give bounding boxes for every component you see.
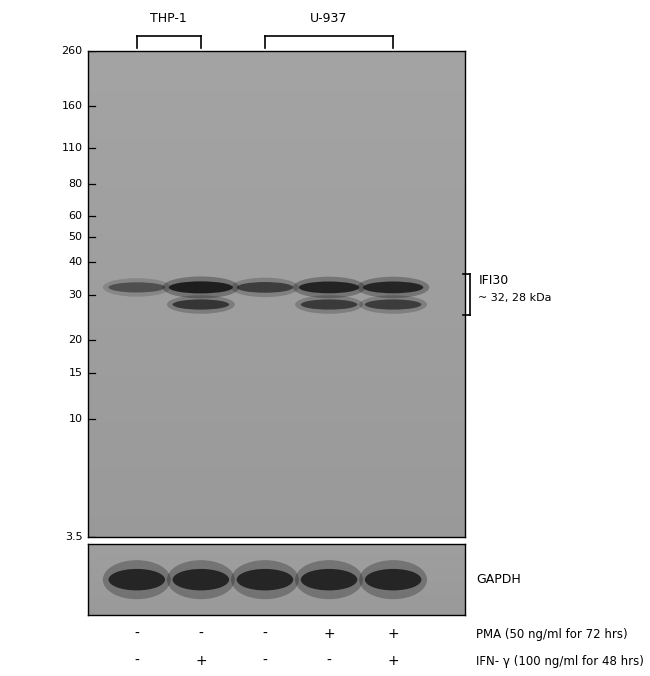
Text: -: - [326, 654, 332, 668]
Text: IFN- γ (100 ng/ml for 48 hrs): IFN- γ (100 ng/ml for 48 hrs) [476, 654, 644, 668]
Ellipse shape [172, 569, 229, 590]
Text: IFI30: IFI30 [478, 274, 509, 287]
Text: PMA (50 ng/ml for 72 hrs): PMA (50 ng/ml for 72 hrs) [476, 627, 628, 641]
Ellipse shape [109, 569, 165, 590]
Ellipse shape [231, 278, 299, 297]
Ellipse shape [162, 276, 239, 298]
Ellipse shape [365, 299, 421, 310]
Ellipse shape [301, 299, 358, 310]
Text: ~ 32, 28 kDa: ~ 32, 28 kDa [478, 293, 552, 303]
Text: 15: 15 [68, 368, 83, 378]
Ellipse shape [103, 560, 171, 599]
Ellipse shape [357, 276, 429, 298]
Ellipse shape [295, 295, 363, 314]
Text: -: - [263, 627, 267, 641]
Text: -: - [263, 654, 267, 668]
Text: GAPDH: GAPDH [476, 573, 521, 586]
Ellipse shape [293, 276, 365, 298]
Text: 50: 50 [68, 232, 83, 242]
Ellipse shape [359, 560, 427, 599]
Text: 10: 10 [68, 414, 83, 424]
Ellipse shape [237, 282, 293, 293]
Ellipse shape [295, 560, 363, 599]
Text: 160: 160 [62, 101, 83, 111]
Text: 30: 30 [68, 290, 83, 299]
Text: 20: 20 [68, 335, 83, 345]
Ellipse shape [167, 560, 235, 599]
Ellipse shape [301, 569, 358, 590]
Text: 60: 60 [68, 212, 83, 221]
Text: +: + [195, 654, 207, 668]
Ellipse shape [167, 295, 235, 314]
Ellipse shape [365, 569, 421, 590]
Text: -: - [135, 627, 139, 641]
Ellipse shape [169, 281, 233, 293]
Text: +: + [387, 627, 399, 641]
Ellipse shape [109, 283, 165, 293]
Text: -: - [135, 654, 139, 668]
Ellipse shape [359, 295, 427, 314]
Ellipse shape [103, 278, 171, 297]
Ellipse shape [363, 281, 423, 293]
Ellipse shape [237, 569, 293, 590]
Text: +: + [323, 627, 335, 641]
Text: 80: 80 [68, 179, 83, 189]
Text: -: - [198, 627, 203, 641]
Text: THP-1: THP-1 [150, 12, 187, 25]
Text: 260: 260 [61, 46, 83, 55]
Text: +: + [387, 654, 399, 668]
Ellipse shape [231, 560, 299, 599]
Text: 3.5: 3.5 [65, 533, 83, 542]
Ellipse shape [172, 299, 229, 310]
Text: 110: 110 [62, 143, 83, 153]
Ellipse shape [299, 281, 359, 293]
Text: 40: 40 [68, 257, 83, 267]
Text: U-937: U-937 [310, 12, 348, 25]
